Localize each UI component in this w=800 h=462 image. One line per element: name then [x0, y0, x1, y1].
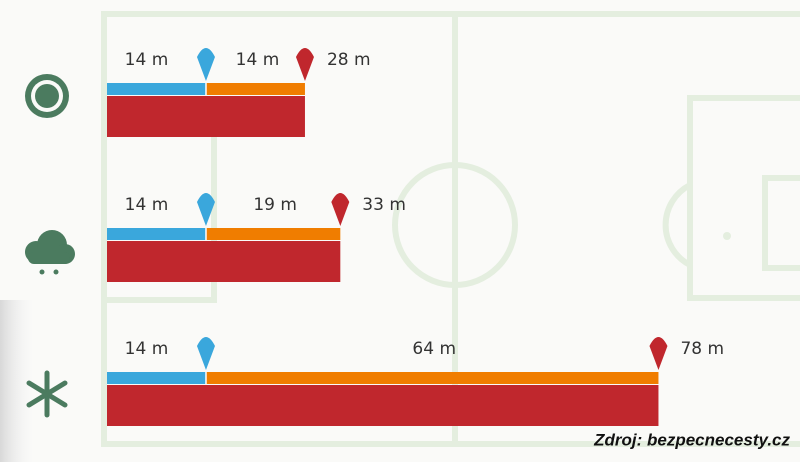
bar — [107, 385, 658, 426]
value-label: 28 m — [327, 50, 371, 70]
bar-segment — [107, 83, 206, 95]
value-label: 78 m — [680, 339, 724, 359]
bar-segment — [206, 372, 658, 384]
sun-icon — [25, 74, 69, 118]
bar-segment — [206, 228, 340, 240]
bar-segment — [206, 83, 305, 95]
chart: Zdroj: bezpecnecesty.cz 14 m 14 m 28 m 14 m… — [0, 0, 800, 462]
page: Zdroj: bezpecnecesty.cz 14 m 14 m 28 m 14 m… — [0, 0, 800, 462]
source: Zdroj: bezpecnecesty.cz — [593, 430, 790, 449]
bar — [107, 241, 340, 282]
value-label: 33 m — [362, 195, 406, 215]
value-label: 19 m — [253, 195, 297, 215]
bar — [107, 96, 305, 137]
bar-segment — [107, 228, 206, 240]
bar-segment — [107, 372, 206, 384]
value-label: 14 m — [125, 50, 169, 70]
edge-shade — [0, 300, 40, 462]
value-label: 14 m — [125, 339, 169, 359]
value-label: 14 m — [236, 50, 280, 70]
value-label: 14 m — [125, 195, 169, 215]
value-label: 64 m — [412, 339, 456, 359]
